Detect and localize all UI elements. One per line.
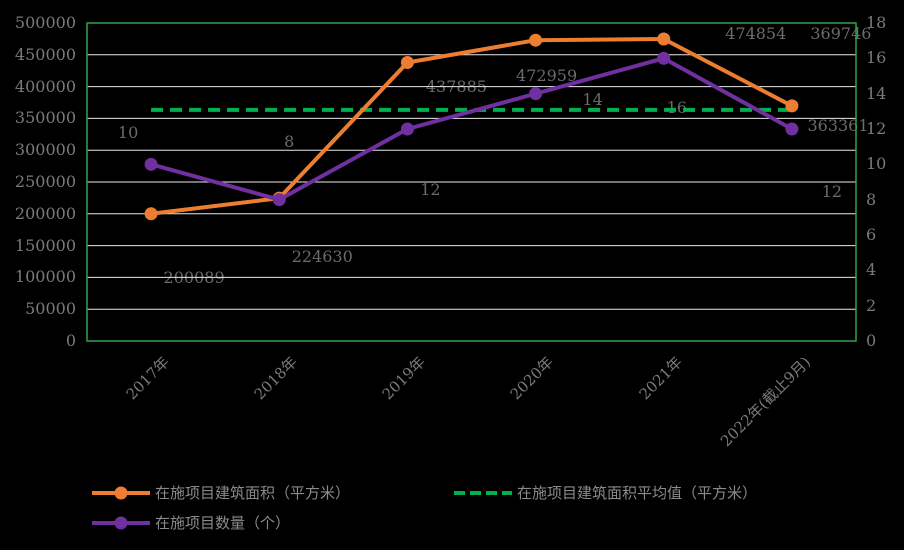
data-label: 10 — [117, 123, 139, 143]
legend-item-count-series: 在施项目数量（个） — [92, 513, 290, 533]
data-label: 8 — [284, 131, 295, 151]
area-series-marker — [785, 99, 799, 113]
legend-label-area-series: 在施项目建筑面积（平方米） — [155, 484, 351, 502]
area-series-marker — [400, 56, 414, 70]
count-series-marker — [272, 193, 286, 207]
legend-label-count-series: 在施项目数量（个） — [155, 514, 291, 532]
data-label: 437885 — [425, 76, 487, 96]
data-label: 14 — [582, 89, 603, 109]
area-series-line — [149, 36, 794, 216]
count-series-line — [149, 56, 794, 202]
area-series-marker — [144, 207, 158, 221]
data-label: 472959 — [516, 66, 578, 86]
count-series-marker — [400, 122, 414, 136]
count-series-marker — [144, 157, 158, 171]
average-value-label: 363361 — [807, 116, 869, 135]
data-label: 12 — [821, 182, 843, 201]
legend-item-area-series: 在施项目建筑面积（平方米） — [92, 483, 350, 503]
purple-line-marker-swatch — [92, 516, 150, 530]
green-dashed-line-swatch — [454, 491, 512, 495]
count-series-marker — [785, 122, 799, 136]
count-series-marker — [529, 87, 543, 101]
area-series-marker — [529, 33, 543, 47]
orange-line-marker-swatch — [92, 486, 150, 500]
legend-label-average-line: 在施项目建筑面积平均值（平方米） — [517, 484, 758, 502]
data-label: 224630 — [291, 247, 353, 267]
legend-item-average-line: 在施项目建筑面积平均值（平方米） — [454, 483, 757, 503]
data-label: 474854 — [725, 23, 787, 43]
data-label: 16 — [666, 98, 687, 118]
count-series-marker — [657, 51, 671, 65]
area-series-marker — [657, 32, 671, 46]
data-label: 12 — [420, 180, 441, 199]
plot-border — [86, 22, 857, 342]
